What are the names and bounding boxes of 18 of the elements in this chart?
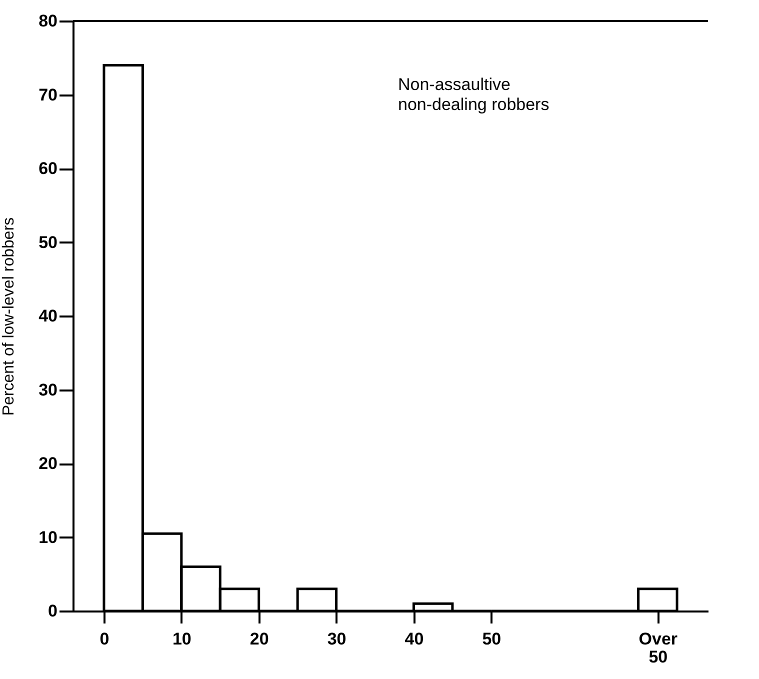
y-axis-title: Percent of low-level robbers xyxy=(0,217,18,416)
x-tick-label: 10 xyxy=(172,630,192,648)
y-tick-label: 80 xyxy=(38,12,58,30)
x-tick-label: Over 50 xyxy=(638,630,678,666)
annotation: Non-assaultive non-dealing robbers xyxy=(398,75,550,114)
x-tick-label: 40 xyxy=(404,630,424,648)
y-tick-label: 70 xyxy=(38,85,58,104)
x-tick-label: 50 xyxy=(482,630,502,648)
x-tick-label: 20 xyxy=(250,630,269,648)
y-tick-label: 0 xyxy=(48,602,58,620)
y-tick-label: 10 xyxy=(38,528,58,547)
y-tick-label: 40 xyxy=(38,306,58,326)
y-tick-label: 20 xyxy=(38,454,58,473)
x-tick-label: 0 xyxy=(100,630,110,648)
y-tick-label: 30 xyxy=(38,380,58,400)
y-tick-label: 50 xyxy=(38,232,58,252)
y-tick-label: 60 xyxy=(38,159,58,178)
x-tick-label: 30 xyxy=(327,630,346,648)
